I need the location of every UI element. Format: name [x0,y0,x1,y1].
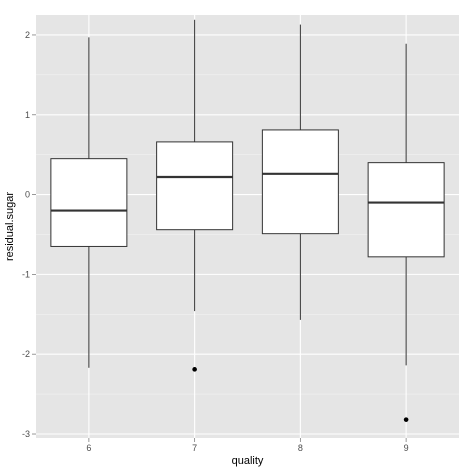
box-7 [156,19,234,372]
y-tick-label: 1 [25,110,30,120]
box-8 [261,24,339,320]
y-tick-label: 2 [25,30,30,40]
box-9 [367,43,445,422]
outlier-point [403,417,409,422]
x-tick-label: 6 [86,443,91,453]
box-iqr [156,141,234,231]
x-tick-label: 9 [404,443,409,453]
x-tick-label: 7 [192,443,197,453]
x-axis-title: quality [232,455,264,467]
x-tick-label: 8 [298,443,303,453]
outlier-point [192,367,197,372]
box-series [50,19,445,422]
y-tick-label: -3 [22,429,30,439]
y-axis-title: residual.sugar [4,192,16,261]
x-axis: 6 7 8 9 [86,438,409,453]
box-iqr [50,158,128,247]
y-tick-label: -2 [22,349,30,359]
box-iqr [261,129,339,235]
y-axis: -3 -2 -1 0 1 2 [22,30,36,439]
y-tick-label: 0 [25,190,30,200]
box-6 [50,37,128,368]
box-iqr [367,162,445,258]
y-tick-label: -1 [22,269,30,279]
